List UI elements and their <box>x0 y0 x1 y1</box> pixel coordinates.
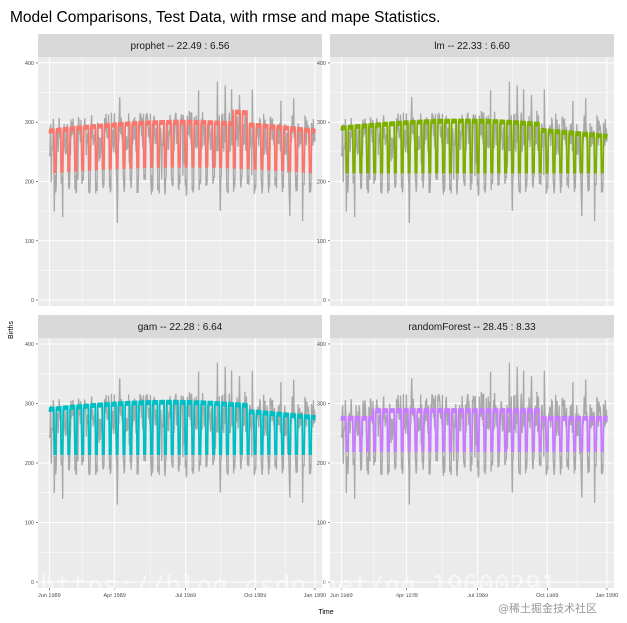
model-series-line <box>340 118 608 174</box>
y-tick-label: 300 <box>317 120 326 126</box>
facet-strip <box>38 34 322 57</box>
facet-strip <box>330 315 614 338</box>
model-series-line <box>48 399 316 455</box>
facet-strip <box>38 315 322 338</box>
y-tick-label: 100 <box>317 239 326 245</box>
x-tick-label: Oct 1989 <box>244 593 266 599</box>
y-tick-label: 400 <box>25 342 34 348</box>
facet-strip-label: lm -- 22.33 : 6.60 <box>434 41 510 52</box>
y-tick-label: 200 <box>25 461 34 467</box>
x-tick-label: Jul 1989 <box>467 593 488 599</box>
x-tick-label: Jun 1989 <box>38 593 61 599</box>
model-series-line <box>48 109 316 174</box>
y-tick-label: 100 <box>25 521 34 527</box>
x-tick-label: Oct 1989 <box>536 593 558 599</box>
watermark-site: @稀土掘金技术社区 <box>498 601 597 615</box>
x-tick-label: Jun 1989 <box>330 593 353 599</box>
actual-series-line <box>340 81 608 224</box>
y-tick-label: 0 <box>323 298 326 304</box>
watermark-url: https://blog.csdn.net/qq_19600291 <box>40 571 557 601</box>
facet-panel-1: lm -- 22.33 : 6.60 0 100 200 300 400 <box>317 34 614 306</box>
chart-title: Model Comparisons, Test Data, with rmse … <box>10 9 440 26</box>
actual-series-line <box>48 362 316 505</box>
y-tick-label: 300 <box>25 401 34 407</box>
x-tick-label: Jan 1990 <box>304 593 327 599</box>
y-tick-label: 200 <box>317 461 326 467</box>
facet-strip-label: gam -- 22.28 : 6.64 <box>138 322 223 333</box>
y-axis-title: Births <box>8 321 15 339</box>
facet-strip-label: randomForest -- 28.45 : 8.33 <box>408 322 536 333</box>
y-tick-label: 200 <box>25 180 34 186</box>
x-tick-label: Jan 1990 <box>596 593 619 599</box>
y-tick-label: 400 <box>317 342 326 348</box>
y-tick-label: 0 <box>31 298 34 304</box>
x-tick-label: Apr 1989 <box>104 593 126 599</box>
y-tick-label: 400 <box>25 61 34 67</box>
y-tick-label: 0 <box>323 580 326 586</box>
y-tick-label: 100 <box>25 239 34 245</box>
facet-panel-0: prophet -- 22.49 : 6.56 0 100 200 300 400 <box>25 34 322 306</box>
x-tick-label: Jul 1989 <box>175 593 196 599</box>
x-tick-label: Apr 1989 <box>396 593 418 599</box>
y-tick-label: 200 <box>317 180 326 186</box>
actual-series-line <box>340 362 608 505</box>
y-tick-label: 100 <box>317 521 326 527</box>
y-tick-label: 300 <box>317 401 326 407</box>
actual-series-line <box>48 81 316 224</box>
facet-panel-2: gam -- 22.28 : 6.64 0 100 200 300 400 Jun 1989… <box>25 315 326 599</box>
facet-panel-3: randomForest -- 28.45 : 8.33 0 100 200 300 40… <box>317 315 618 599</box>
model-series-line <box>340 408 608 452</box>
y-tick-label: 400 <box>317 61 326 67</box>
y-tick-label: 300 <box>25 120 34 126</box>
x-axis-title: Time <box>318 609 333 616</box>
y-tick-label: 0 <box>31 580 34 586</box>
facet-strip-label: prophet -- 22.49 : 6.56 <box>131 41 230 52</box>
facet-strip <box>330 34 614 57</box>
